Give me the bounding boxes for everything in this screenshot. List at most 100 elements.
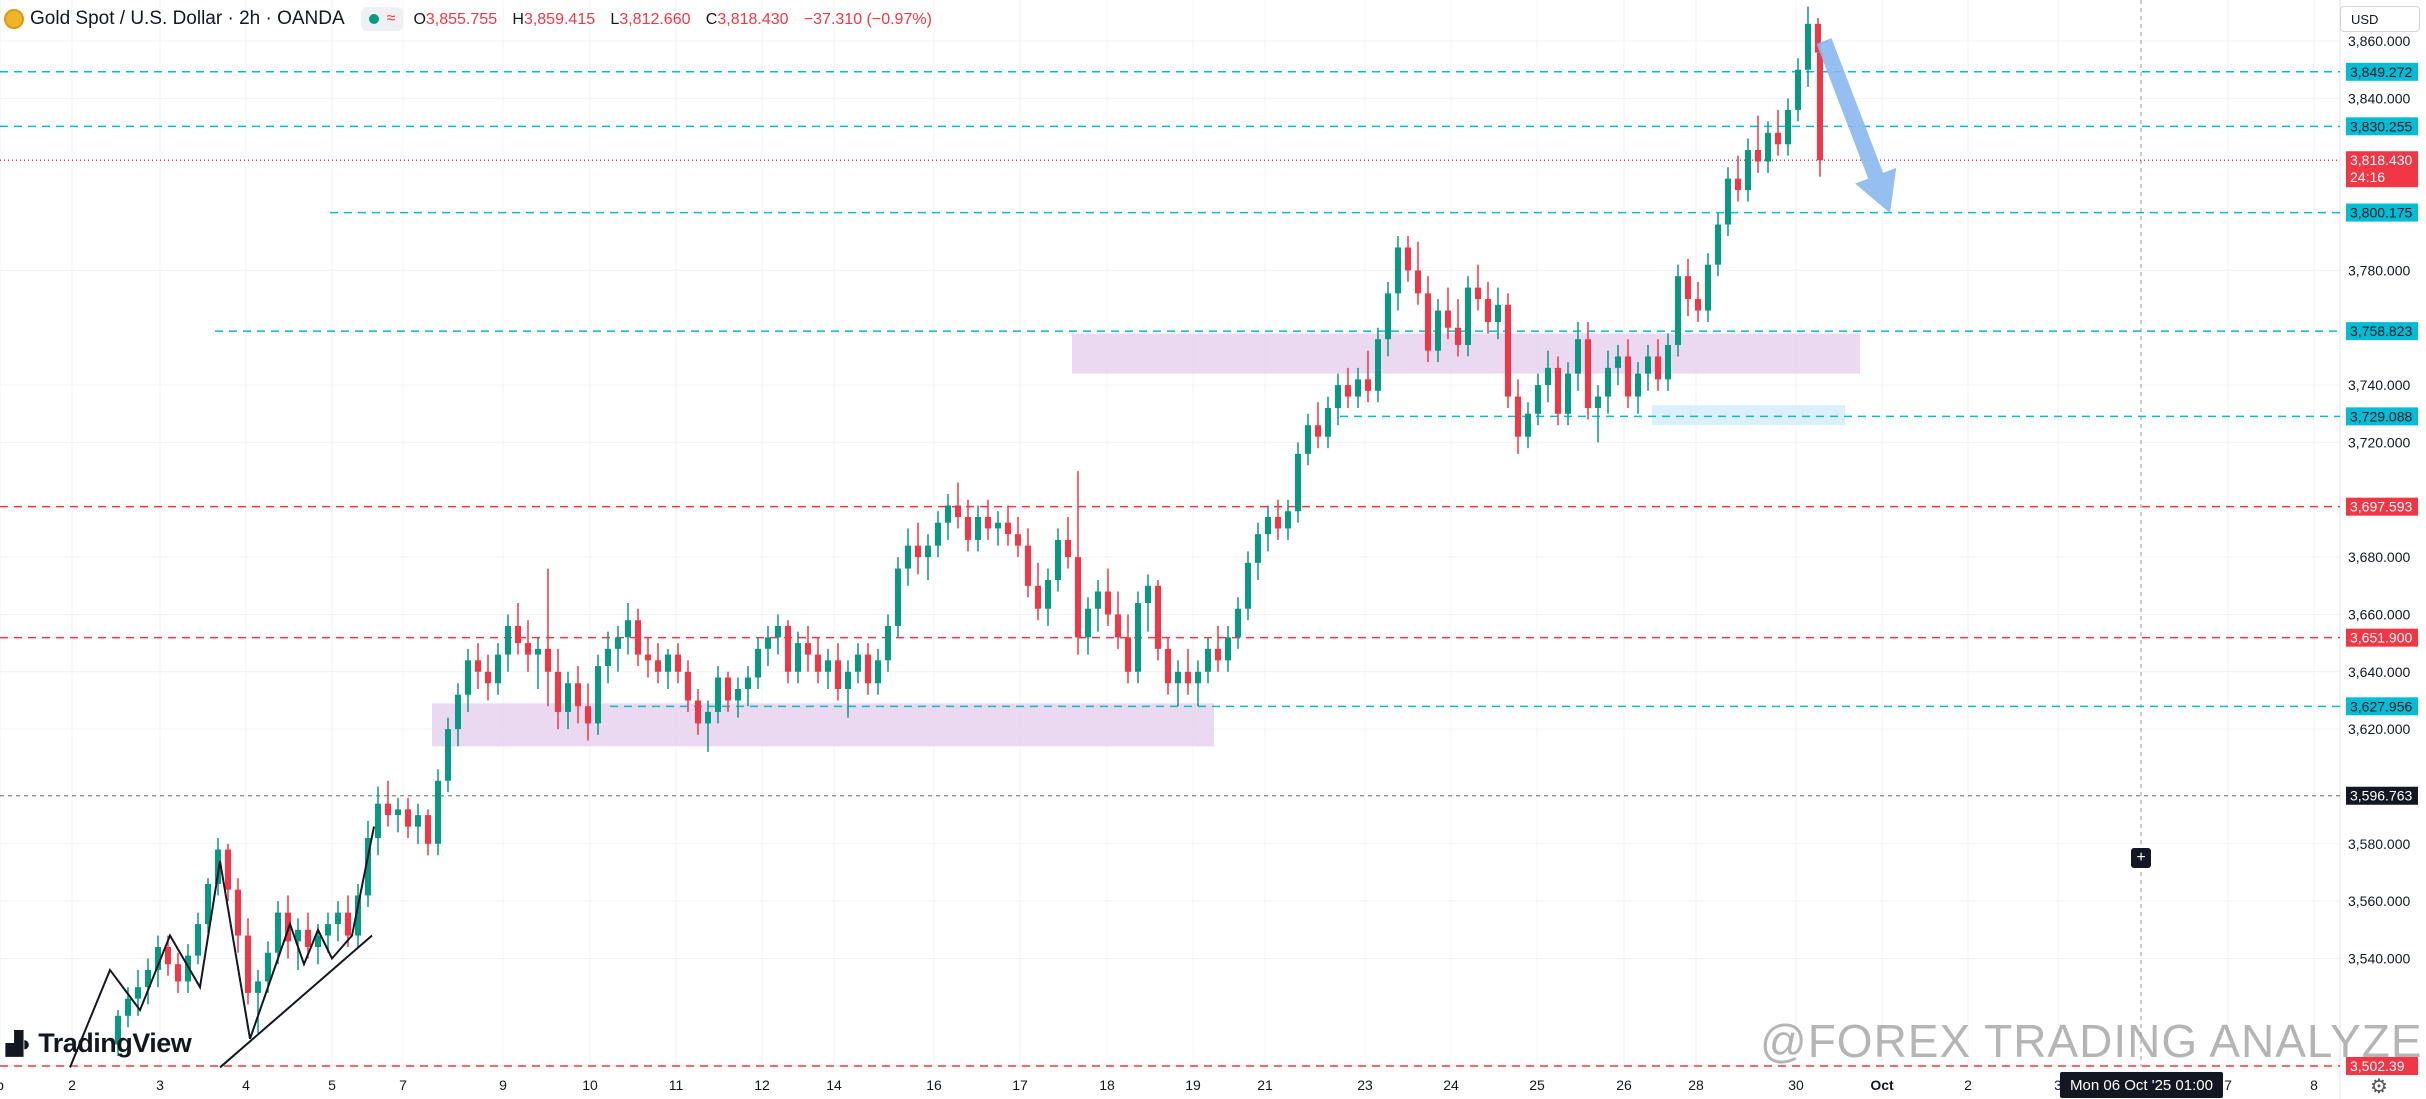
candle-body [875, 660, 881, 684]
candle-body [775, 625, 781, 638]
candle-body [945, 505, 951, 523]
chart-grid [0, 0, 2341, 1099]
candle-body [935, 522, 941, 546]
candle-body [195, 924, 201, 956]
candle-body [1015, 534, 1021, 546]
candle-body [435, 780, 441, 844]
candle-body [965, 516, 971, 540]
crosshair-time-badge: Mon 06 Oct '25 01:00 [2060, 1072, 2223, 1098]
candle-body [1205, 648, 1211, 672]
candle-body [815, 654, 821, 672]
level-price-label: 3,830.255 [2350, 118, 2412, 134]
price-axis[interactable]: 3,540.000 3,560.000 3,580.000 3,620.000 3,64… [2346, 0, 2418, 1075]
price-tick-label: 3,860.000 [2348, 33, 2410, 49]
time-tick-label: 16 [926, 1077, 942, 1093]
candle-body [465, 660, 471, 695]
time-tick-label: 14 [826, 1077, 842, 1093]
price-tick-label: 3,680.000 [2348, 549, 2410, 565]
tradingview-logo[interactable]: ▟◗ TradingView [6, 1028, 192, 1059]
candle-body [1655, 356, 1661, 380]
candle-body [215, 849, 221, 884]
candle-body [1235, 608, 1241, 638]
settings-gear-icon[interactable]: ⚙ [2370, 1076, 2388, 1098]
candle-body [905, 545, 911, 569]
candle-body [695, 700, 701, 724]
zigzag-drawing [69, 826, 375, 1068]
candle-body [995, 522, 1001, 529]
candle-body [445, 729, 451, 781]
candle-body [485, 671, 491, 684]
candle-body [1545, 367, 1551, 386]
level-label-bg [2346, 151, 2418, 188]
time-tick-label: 9 [499, 1077, 507, 1093]
time-tick-label: 12 [754, 1077, 770, 1093]
open-value: 3,855.755 [425, 11, 498, 28]
level-price-label: 3,697.593 [2350, 499, 2412, 515]
candles [115, 6, 1823, 1056]
candle-body [1405, 247, 1411, 271]
candle-body [355, 895, 361, 936]
candle-body [315, 935, 321, 948]
candle-body [1335, 385, 1341, 409]
symbol-title[interactable]: Gold Spot / U.S. Dollar · 2h · OANDA [30, 8, 345, 29]
time-tick-label: 10 [582, 1077, 598, 1093]
candle-body [765, 637, 771, 649]
market-status-pill[interactable]: ≈ [360, 7, 404, 31]
candle-body [575, 683, 581, 707]
level-price-label: 3,758.823 [2350, 323, 2412, 339]
candle-body [1645, 356, 1651, 374]
candle-body [725, 677, 731, 701]
candle-body [1375, 339, 1381, 391]
candle-body [1635, 373, 1641, 397]
candle-body [1505, 304, 1511, 397]
candle-body [1415, 270, 1421, 294]
candle-body [1565, 373, 1571, 414]
candle-body [145, 969, 151, 988]
candle-body [1025, 545, 1031, 586]
level-label-bg [2346, 628, 2418, 647]
time-axis[interactable]: p234579101112141617181921232425262830Oct… [0, 1077, 2318, 1093]
candle-body [135, 987, 141, 999]
candle-body [1255, 534, 1261, 563]
horizontal-levels [0, 71, 2340, 1067]
time-tick-label: 21 [1257, 1077, 1273, 1093]
candle-body [1195, 671, 1201, 684]
candle-body [205, 883, 211, 925]
currency-selector[interactable]: USD [2340, 6, 2420, 32]
time-tick-label: 8 [2310, 1077, 2318, 1093]
candle-body [1045, 580, 1051, 609]
open-label: O [413, 11, 426, 28]
add-alert-crosshair-icon[interactable]: + [2131, 848, 2151, 868]
level-price-label: 3,627.956 [2350, 698, 2412, 714]
candle-body [1105, 591, 1111, 615]
candle-body [1575, 339, 1581, 374]
price-tick-label: 3,540.000 [2348, 950, 2410, 966]
low-label: L [610, 11, 620, 28]
candle-body [1275, 516, 1281, 529]
candle-body [665, 654, 671, 672]
time-tick-label: 3 [2054, 1077, 2062, 1093]
candle-body [1535, 385, 1541, 414]
level-price-label: 3,596.763 [2350, 788, 2412, 804]
candle-body [1485, 299, 1491, 323]
time-tick-label: 28 [1688, 1077, 1704, 1093]
candle-body [1125, 637, 1131, 672]
candle-body [1675, 276, 1681, 345]
candle-body [475, 660, 481, 672]
level-label-bg [2346, 407, 2418, 426]
candle-body [1295, 453, 1301, 512]
candle-body [335, 912, 341, 925]
candle-body [115, 1015, 121, 1045]
candle-body [1705, 264, 1711, 311]
candle-body [1515, 396, 1521, 437]
candle-body [375, 803, 381, 839]
candle-body [625, 620, 631, 638]
candle-body [835, 660, 841, 689]
watermark-text: @FOREX TRADING ANALYZER [1760, 1015, 2426, 1067]
candle-body [555, 671, 561, 712]
candle-body [1685, 276, 1691, 300]
price-tick-label: 3,640.000 [2348, 664, 2410, 680]
candle-body [1495, 304, 1501, 323]
candle-body [1165, 648, 1171, 684]
